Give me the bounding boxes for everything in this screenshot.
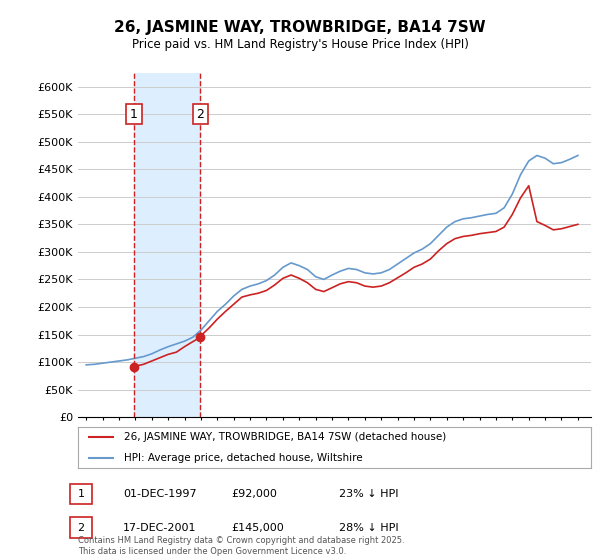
FancyBboxPatch shape (70, 517, 92, 538)
Text: £145,000: £145,000 (231, 522, 284, 533)
Text: 28% ↓ HPI: 28% ↓ HPI (339, 522, 398, 533)
Text: 26, JASMINE WAY, TROWBRIDGE, BA14 7SW (detached house): 26, JASMINE WAY, TROWBRIDGE, BA14 7SW (d… (124, 432, 446, 442)
Text: £92,000: £92,000 (231, 489, 277, 499)
Text: 2: 2 (77, 522, 85, 533)
Text: HPI: Average price, detached house, Wiltshire: HPI: Average price, detached house, Wilt… (124, 452, 363, 463)
Text: 17-DEC-2001: 17-DEC-2001 (123, 522, 197, 533)
Text: 2: 2 (196, 108, 204, 120)
Text: 1: 1 (77, 489, 85, 499)
Text: 26, JASMINE WAY, TROWBRIDGE, BA14 7SW: 26, JASMINE WAY, TROWBRIDGE, BA14 7SW (114, 20, 486, 35)
Text: 1: 1 (130, 108, 138, 120)
FancyBboxPatch shape (70, 484, 92, 504)
Text: Contains HM Land Registry data © Crown copyright and database right 2025.
This d: Contains HM Land Registry data © Crown c… (78, 536, 404, 556)
Text: Price paid vs. HM Land Registry's House Price Index (HPI): Price paid vs. HM Land Registry's House … (131, 38, 469, 51)
Bar (134, 73, 200, 417)
Text: 23% ↓ HPI: 23% ↓ HPI (339, 489, 398, 499)
Text: 01-DEC-1997: 01-DEC-1997 (123, 489, 197, 499)
